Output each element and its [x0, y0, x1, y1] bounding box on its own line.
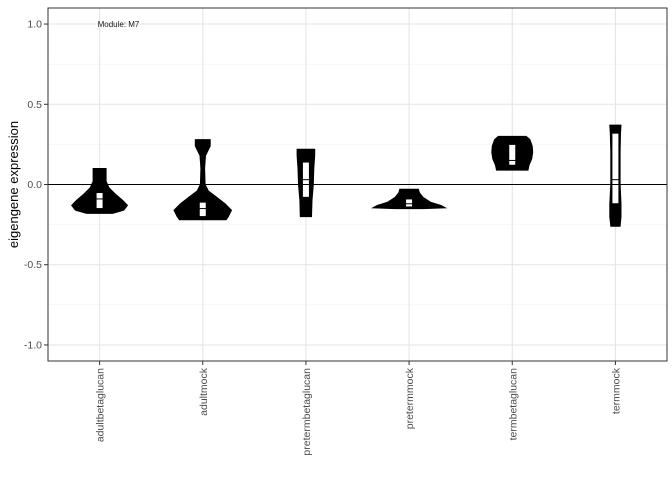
- box-pretermmock: [405, 198, 414, 208]
- y-tick-label: 0.5: [27, 99, 42, 111]
- box-termmock: [611, 132, 620, 205]
- x-tick-label-pretermmock: pretermmock: [404, 367, 416, 429]
- box-adultmock: [198, 201, 207, 218]
- x-tick-label-termbetaglucan: termbetaglucan: [507, 368, 519, 441]
- y-tick-label: 0.0: [27, 179, 42, 191]
- box-termbetaglucan: [508, 143, 517, 166]
- y-axis-title: eigengene expression: [6, 121, 21, 248]
- y-tick-label: 1.0: [27, 19, 42, 31]
- y-tick-label: -0.5: [24, 259, 42, 271]
- x-tick-label-adultmock: adultmock: [198, 367, 210, 416]
- x-tick-label-termmock: termmock: [610, 367, 622, 414]
- box-adultbetaglucan: [95, 192, 104, 210]
- violin-adultbetaglucan: [71, 168, 129, 214]
- module-annotation: Module: M7: [98, 20, 140, 29]
- y-tick-label: -1.0: [24, 339, 42, 351]
- violin-adultmock: [173, 139, 233, 221]
- violin-layer: [71, 124, 622, 227]
- axis-layer: -1.0 -0.5 0.0 0.5 1.0 adultbetaglucan adultmoc…: [24, 19, 623, 456]
- x-tick-label-adultbetaglucan: adultbetaglucan: [95, 368, 107, 442]
- x-tick-label-pretermbetaglucan: pretermbetaglucan: [301, 368, 313, 456]
